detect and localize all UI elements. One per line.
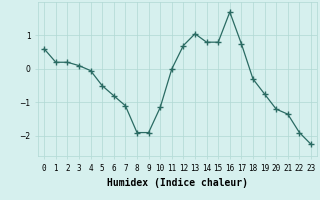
- X-axis label: Humidex (Indice chaleur): Humidex (Indice chaleur): [107, 178, 248, 188]
